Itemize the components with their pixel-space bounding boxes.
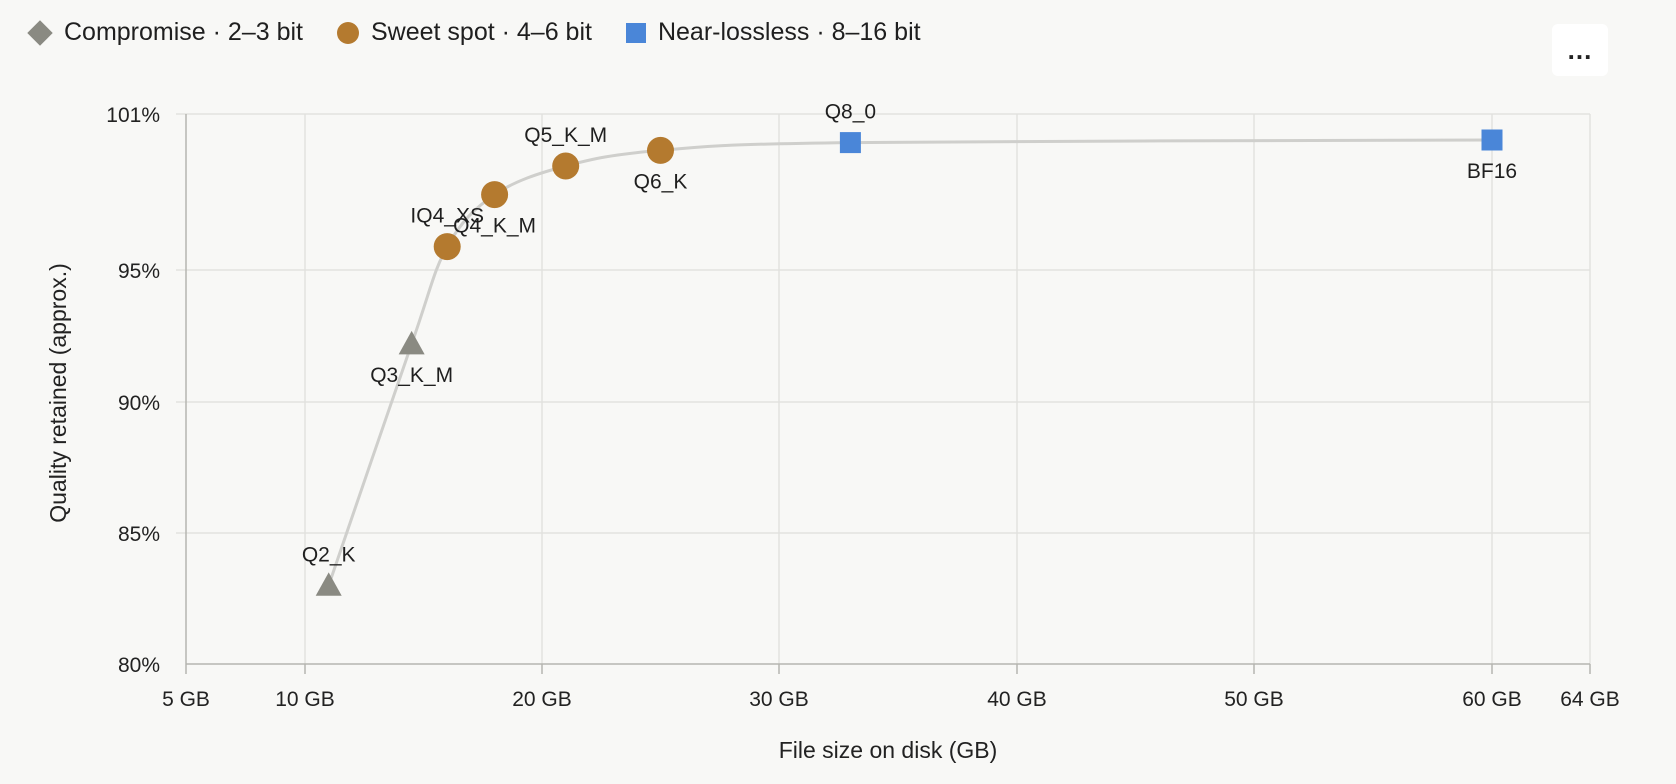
data-points	[315, 129, 1503, 596]
trend-line	[327, 138, 1493, 586]
x-tick-label: 64 GB	[1560, 688, 1620, 711]
point-q6-k[interactable]	[647, 136, 674, 164]
more-options-button[interactable]: ...	[1552, 24, 1608, 76]
legend-item-near-lossless[interactable]: Near-lossless · 8–16 bit	[625, 18, 921, 47]
point-q5-k-m[interactable]	[552, 152, 580, 180]
point-q4-k-m-label: Q4_K_M	[453, 215, 536, 238]
x-tick-label: 60 GB	[1462, 688, 1522, 711]
point-q2-k[interactable]	[315, 572, 342, 596]
y-tick-label: 95%	[118, 260, 160, 283]
more-options-icon: ...	[1567, 34, 1593, 65]
point-q5-k-m-label: Q5_K_M	[524, 124, 607, 147]
point-iq4-xs[interactable]	[433, 233, 461, 261]
legend-item-sweet-spot[interactable]: Sweet spot · 4–6 bit	[336, 18, 592, 47]
y-tick-label: 85%	[118, 523, 160, 546]
point-q2-k-label: Q2_K	[302, 543, 356, 566]
point-iq4-xs-label: IQ4_XS	[410, 205, 484, 228]
point-q3-k-m-label: Q3_K_M	[370, 364, 453, 387]
legend-item-compromise[interactable]: Compromise · 2–3 bit	[27, 18, 303, 47]
y-tick-label: 101%	[106, 104, 160, 127]
y-tick-label: 80%	[118, 654, 160, 677]
point-bf16-label: BF16	[1467, 160, 1517, 183]
point-q4-k-m[interactable]	[481, 181, 509, 209]
legend-label: Sweet spot · 4–6 bit	[370, 18, 592, 46]
chart-legend: Compromise · 2–3 bit Sweet spot · 4–6 bi…	[27, 18, 921, 47]
axes: 5 GB 10 GB 20 GB 30 GB 40 GB 50 GB 60 GB 64 GB 8…	[106, 104, 1619, 711]
trend-curve	[327, 138, 1493, 586]
point-q6-k-label: Q6_K	[634, 170, 688, 193]
point-q8-0-label: Q8_0	[825, 101, 876, 124]
y-tick-label: 90%	[118, 392, 160, 415]
point-q8-0[interactable]	[839, 132, 861, 154]
x-tick-label: 5 GB	[162, 688, 210, 711]
x-tick-label: 20 GB	[512, 688, 572, 711]
x-axis-title: File size on disk (GB)	[779, 737, 998, 763]
circle-marker-icon	[336, 21, 359, 44]
x-tick-label: 10 GB	[275, 688, 335, 711]
legend-label: Compromise · 2–3 bit	[64, 18, 303, 46]
x-tick-label: 40 GB	[987, 688, 1047, 711]
grid-lines	[176, 113, 1591, 664]
point-bf16[interactable]	[1481, 129, 1503, 151]
square-marker-icon	[625, 22, 646, 43]
legend-label: Near-lossless · 8–16 bit	[657, 18, 921, 46]
y-axis-title: Quality retained (approx.)	[45, 263, 71, 523]
x-tick-label: 50 GB	[1224, 688, 1284, 711]
x-tick-label: 30 GB	[749, 688, 809, 711]
point-q3-k-m[interactable]	[398, 330, 425, 355]
